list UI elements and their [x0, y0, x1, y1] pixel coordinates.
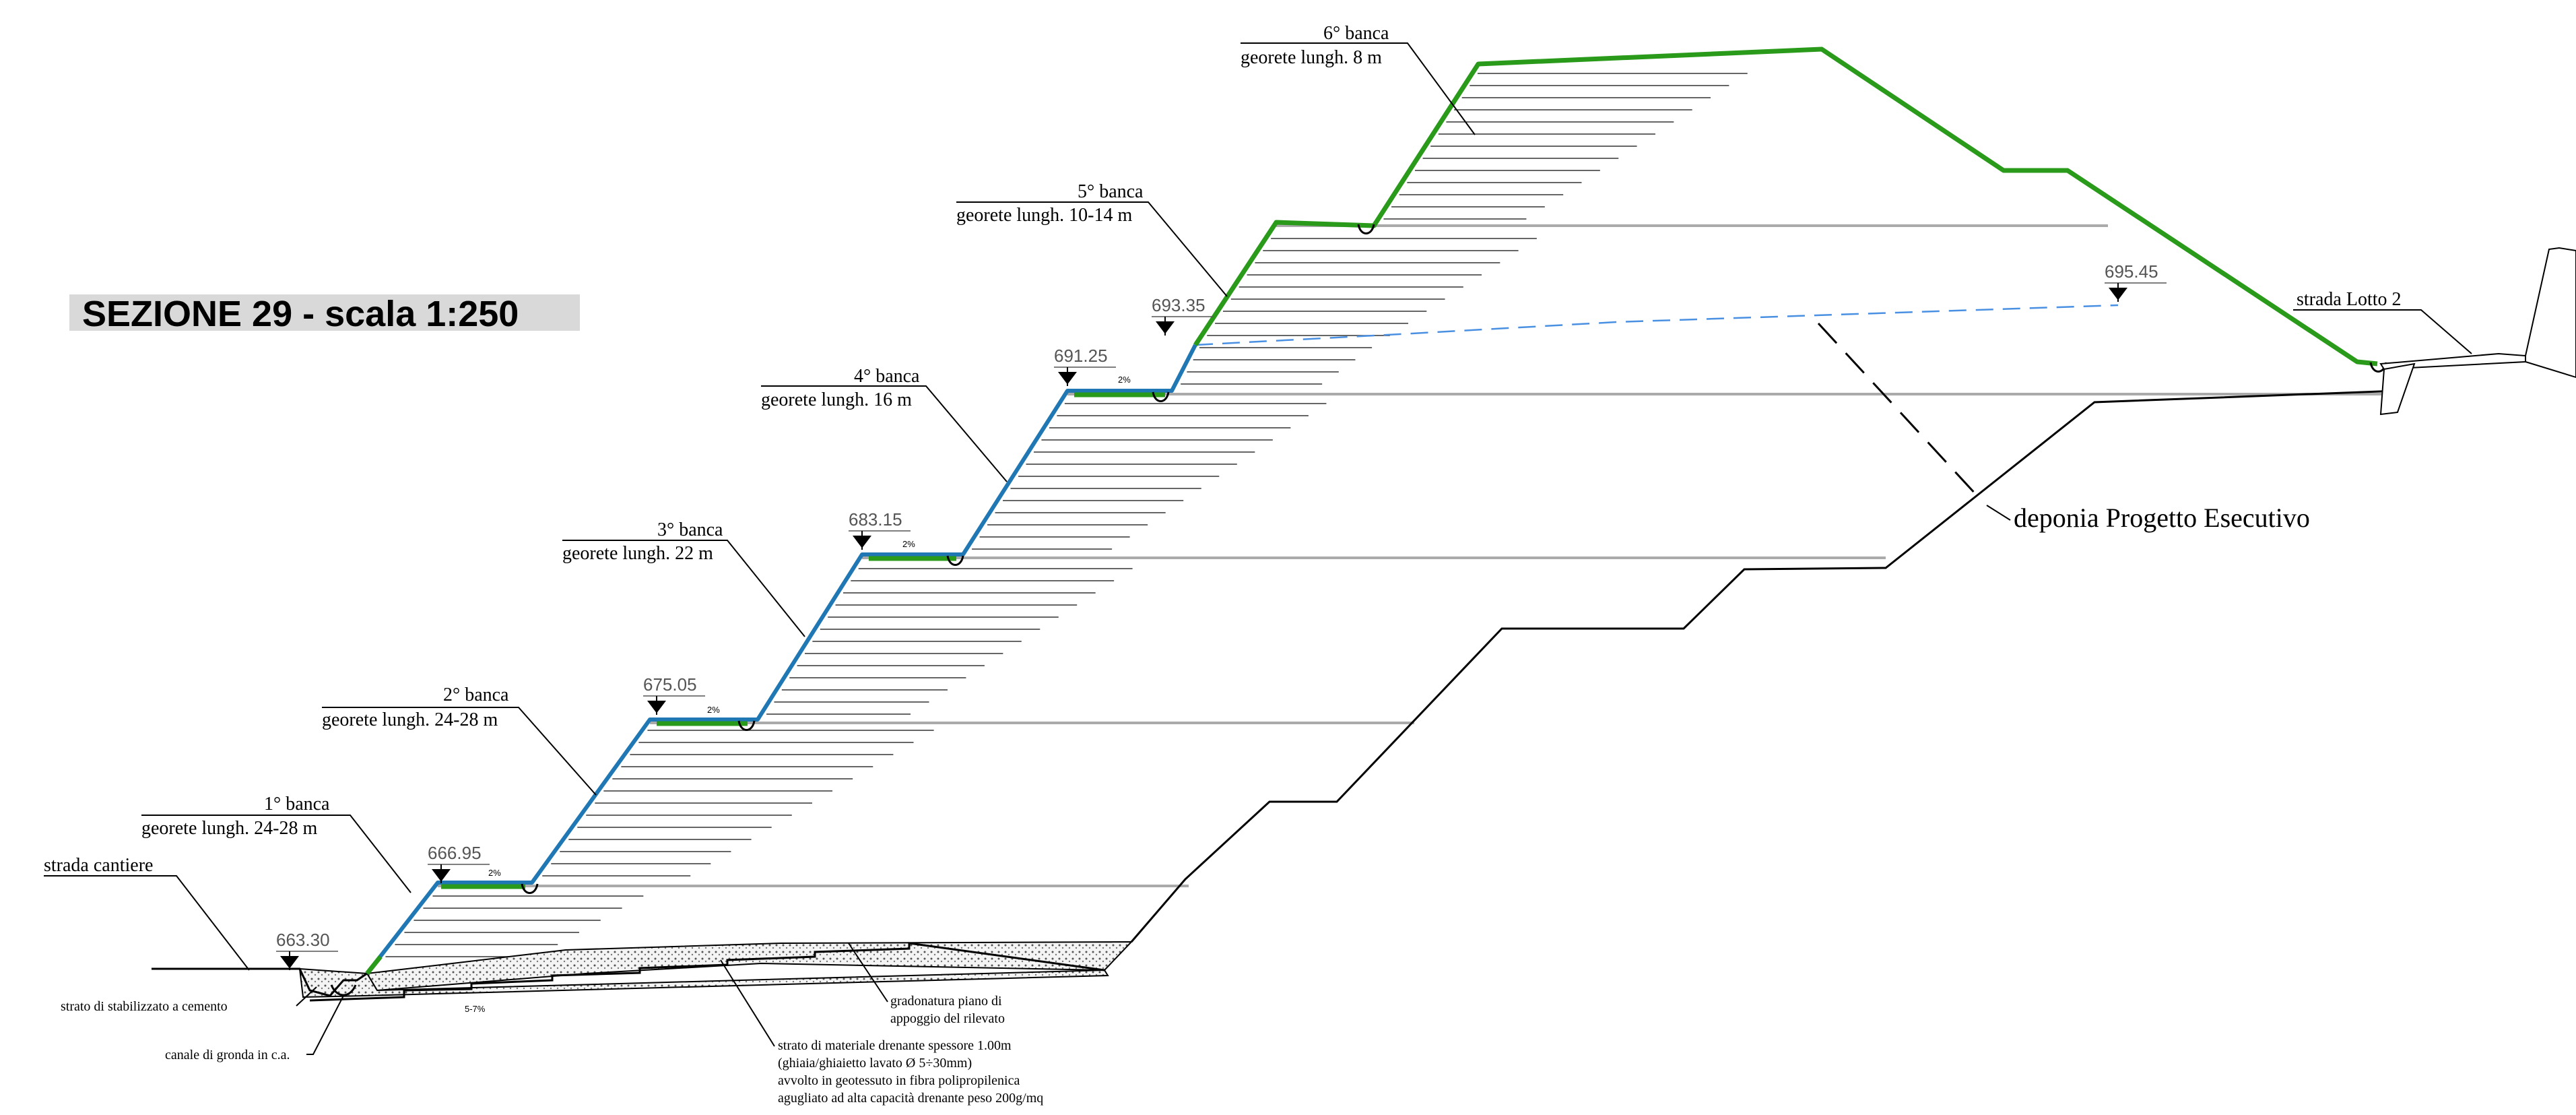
embankment-face-green [1193, 46, 2378, 367]
stabilizzato-leader [296, 986, 317, 1007]
canale-label: canale di gronda in c.a. [165, 1048, 290, 1062]
geogrid-layers [385, 73, 2384, 957]
deponia-bracket [1986, 505, 2011, 521]
gradonatura-label-1: gradonatura piano di [890, 994, 1002, 1009]
elevation-label: 663.30 [276, 930, 330, 950]
reference-dashed-line [1195, 304, 2119, 346]
elevation-label: 691.25 [1054, 346, 1108, 366]
elevation-label: 666.95 [428, 843, 482, 863]
bench-4-geogrid: georete lungh. 16 m [761, 389, 912, 410]
title-background [69, 294, 580, 331]
drenante-leader [720, 959, 775, 1047]
deponia-leader [1817, 322, 1978, 497]
bench-2-geogrid: georete lungh. 24-28 m [322, 709, 498, 730]
elevation-marker-icon [853, 531, 871, 550]
bench-3-leader [562, 540, 805, 637]
elevation-marker-icon [2109, 283, 2127, 302]
bench-1-name: 1° banca [264, 794, 330, 815]
elevation-marker-icon [432, 864, 451, 883]
bench-slope-labels: 2% 2% 2% 2% 5-7% [465, 375, 1131, 1014]
bench-drain-green-0 [365, 955, 383, 976]
bench-2-leader [322, 707, 597, 796]
slope-label: 2% [488, 868, 501, 878]
deponia-label: deponia Progetto Esecutivo [2014, 503, 2310, 533]
elevation-marker-icon [1156, 317, 1175, 336]
bench-6-name: 6° banca [1323, 23, 1389, 44]
elevation-label: 683.15 [849, 509, 902, 530]
bench-1-geogrid: georete lungh. 24-28 m [141, 818, 317, 839]
slope-label: 2% [902, 539, 915, 549]
bench-labels: 1° banca georete lungh. 24-28 m 2° banca… [141, 23, 1476, 893]
drenante-label-3: avvolto in geotessuto in fibra polipropi… [778, 1073, 1020, 1088]
bench-3-name: 3° banca [657, 519, 723, 540]
bench-4-name: 4° banca [854, 366, 920, 387]
elevation-marker-icon [647, 696, 666, 715]
bench-6-geogrid: georete lungh. 8 m [1241, 47, 1382, 68]
bench-3-geogrid: georete lungh. 22 m [562, 543, 713, 564]
gradonatura-leader [848, 943, 888, 1002]
elevation-label: 675.05 [643, 674, 697, 695]
foundation-steps [309, 942, 1105, 1002]
annotation-labels: strada cantiere strada Lotto 2 deponia P… [44, 289, 2472, 1106]
existing-ground-line [1130, 389, 2398, 943]
base-slope-label: 5-7% [465, 1004, 486, 1014]
strada-lotto-leader [2293, 309, 2472, 354]
base-ground-line [152, 967, 368, 997]
bench-4-leader [761, 385, 1008, 482]
road-lotto-2-barrier [2525, 247, 2576, 379]
bench-5-name: 5° banca [1078, 181, 1144, 202]
drenante-label-1: strato di materiale drenante spessore 1.… [778, 1038, 1012, 1053]
canale-leader [306, 995, 344, 1055]
bench-6-leader [1241, 42, 1476, 135]
elevation-label: 695.45 [2105, 261, 2158, 282]
gradonatura-label-2: appoggio del rilevato [890, 1011, 1005, 1026]
elevation-markers: 663.30 666.95 675.05 683.15 691.25 693.35 695.… [276, 261, 2167, 970]
gutter-channel [330, 984, 357, 996]
strada-lotto-label: strada Lotto 2 [2297, 289, 2402, 310]
section-title: SEZIONE 29 - scala 1:250 [82, 294, 519, 334]
strada-cantiere-label: strada cantiere [44, 855, 153, 876]
stabilized-layer [298, 967, 1109, 998]
embankment-face-blue [365, 344, 1197, 975]
drenante-label-4: agugliato ad alta capacità drenante peso… [778, 1091, 1043, 1106]
strada-cantiere-leader [44, 875, 250, 971]
drenante-label-2: (ghiaia/ghiaietto lavato Ø 5÷30mm) [778, 1056, 972, 1071]
road-lotto-2-wall [2379, 362, 2416, 416]
slope-label: 2% [707, 705, 720, 715]
elevation-label: 693.35 [1152, 295, 1206, 315]
elevation-marker-icon [1058, 367, 1077, 386]
bench-1-leader [141, 815, 411, 893]
bench-2-name: 2° banca [443, 684, 509, 705]
bench-5-leader [956, 201, 1228, 297]
slope-label: 2% [1118, 375, 1131, 385]
bench-5-geogrid: georete lungh. 10-14 m [956, 205, 1132, 226]
elevation-marker-icon [280, 951, 299, 970]
stabilizzato-label: strato di stabilizzato a cemento [61, 999, 228, 1014]
